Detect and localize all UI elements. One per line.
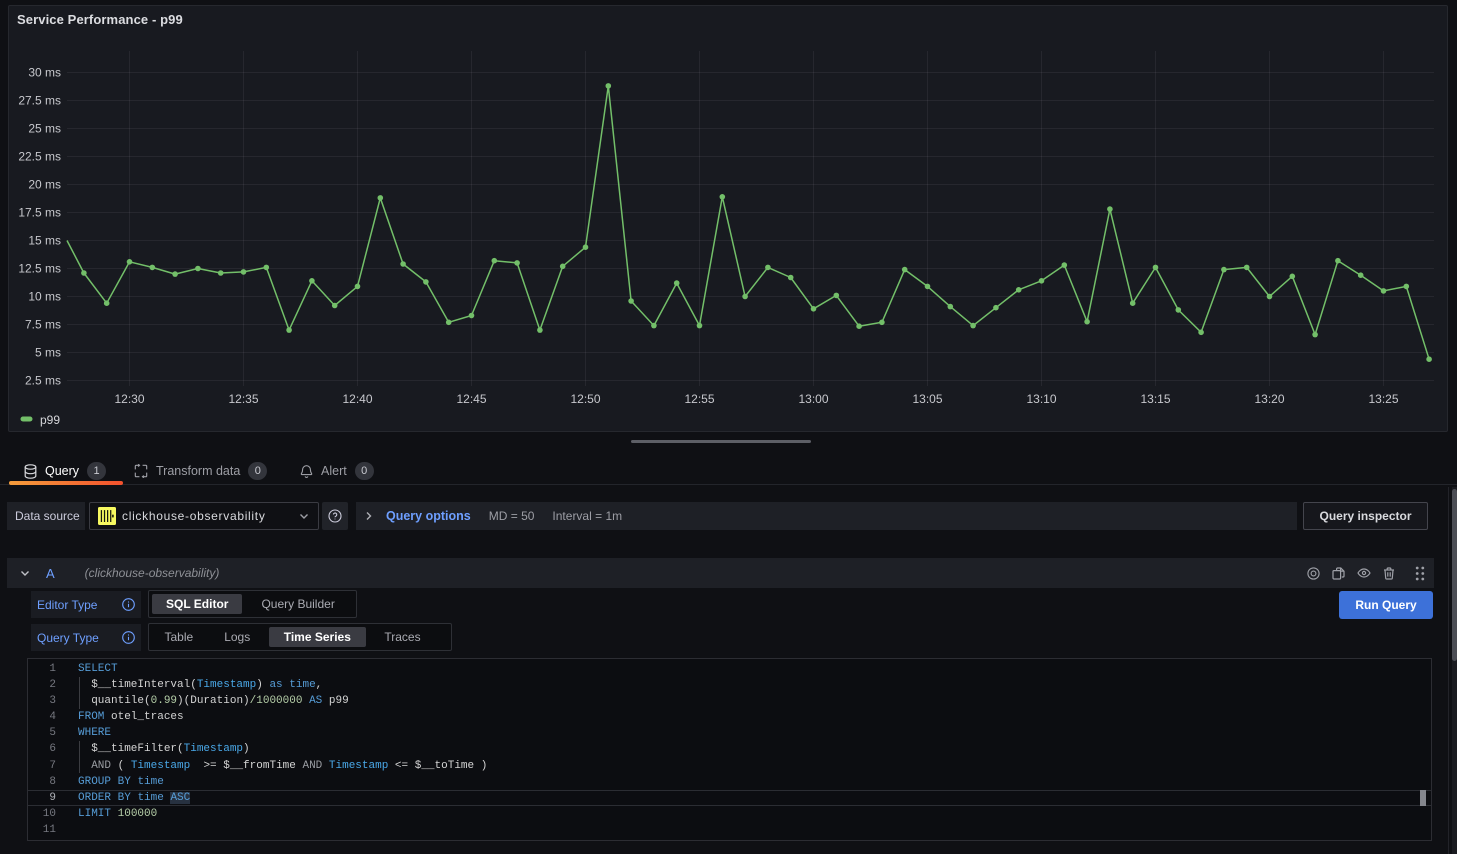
svg-text:12:55: 12:55 (684, 392, 714, 406)
svg-text:p99: p99 (40, 413, 60, 427)
svg-text:25 ms: 25 ms (28, 122, 61, 136)
svg-text:12:40: 12:40 (342, 392, 372, 406)
svg-text:13:15: 13:15 (1140, 392, 1170, 406)
svg-text:20 ms: 20 ms (28, 178, 61, 192)
svg-text:12:50: 12:50 (570, 392, 600, 406)
svg-text:13:20: 13:20 (1254, 392, 1284, 406)
svg-text:15 ms: 15 ms (28, 234, 61, 248)
svg-text:10 ms: 10 ms (28, 290, 61, 304)
svg-text:12:45: 12:45 (456, 392, 486, 406)
svg-text:2.5 ms: 2.5 ms (25, 374, 61, 388)
svg-text:13:10: 13:10 (1026, 392, 1056, 406)
svg-text:13:05: 13:05 (912, 392, 942, 406)
svg-text:27.5 ms: 27.5 ms (18, 94, 61, 108)
svg-text:13:25: 13:25 (1368, 392, 1398, 406)
svg-text:17.5 ms: 17.5 ms (18, 206, 61, 220)
svg-text:7.5 ms: 7.5 ms (25, 318, 61, 332)
svg-text:13:00: 13:00 (798, 392, 828, 406)
svg-text:30 ms: 30 ms (28, 66, 61, 80)
svg-text:22.5 ms: 22.5 ms (18, 150, 61, 164)
svg-text:12.5 ms: 12.5 ms (18, 262, 61, 276)
svg-text:12:30: 12:30 (114, 392, 144, 406)
svg-text:12:35: 12:35 (228, 392, 258, 406)
svg-text:5 ms: 5 ms (35, 346, 61, 360)
